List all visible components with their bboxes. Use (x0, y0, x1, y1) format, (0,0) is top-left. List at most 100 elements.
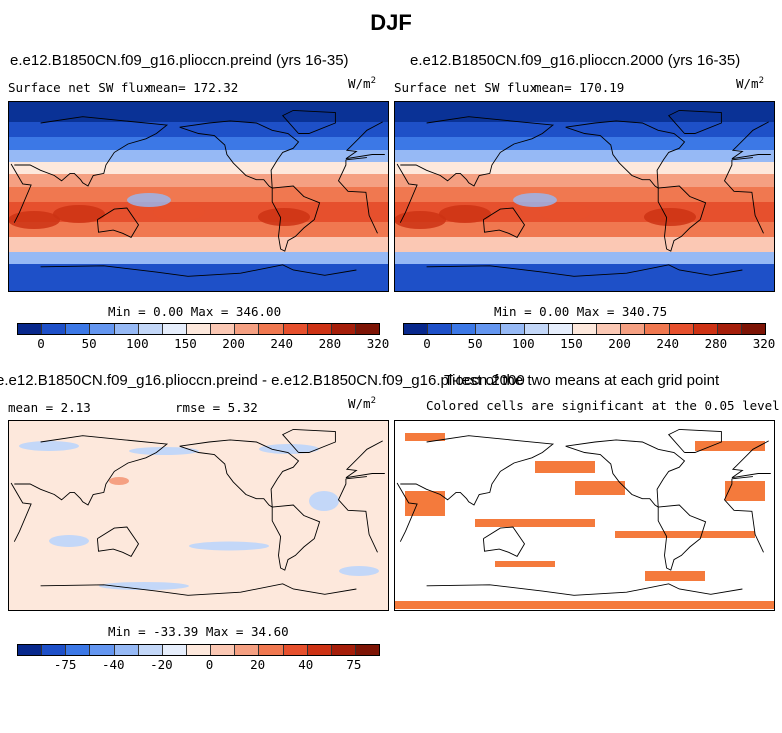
panel1-units: W/m2 (348, 76, 376, 92)
panel2-minmax: Min = 0.00 Max = 340.75 (494, 304, 668, 319)
coastline (10, 109, 385, 277)
figure-title: DJF (370, 10, 412, 35)
map-negative-region (189, 541, 269, 551)
colorbar-swatch (186, 645, 212, 655)
map-band (395, 102, 774, 122)
map-band (9, 222, 388, 237)
map-band (395, 137, 774, 150)
map-hotspot (539, 203, 591, 221)
significant-cell-region (395, 601, 774, 609)
colorbar-tick-label: 280 (704, 336, 728, 351)
significant-cell-region (575, 481, 625, 495)
panel1-minmax: Min = 0.00 Max = 346.00 (108, 304, 282, 319)
map-band (395, 222, 774, 237)
coastline (396, 428, 771, 596)
colorbar-tick-label: 320 (752, 336, 776, 351)
colorbar-swatch (211, 324, 236, 334)
panel3-minmax: Min = -33.39 Max = 34.60 (108, 624, 289, 639)
map-band (9, 174, 388, 187)
significant-cell-region (535, 461, 595, 473)
panel3-units: W/m2 (348, 396, 376, 412)
colorbar-swatch (597, 324, 622, 334)
colorbar-tick-label: 40 (298, 657, 314, 672)
map-negative-region (259, 444, 319, 454)
colorbar-tick-label: 200 (222, 336, 245, 351)
colorbar-swatch (307, 324, 332, 334)
colorbar-tick-label: 150 (174, 336, 197, 351)
colorbar-swatch (235, 645, 260, 655)
colorbar-swatch (355, 645, 380, 655)
colorbar-swatch (138, 645, 163, 655)
panel3-mean-label: mean = 2.13 (8, 400, 91, 415)
colorbar-swatch (211, 645, 236, 655)
colorbar-tick-label: 200 (608, 336, 631, 351)
colorbar-swatch (138, 324, 163, 334)
map-hotspot (53, 205, 105, 223)
colorbar-swatch (18, 324, 43, 334)
colorbar-swatch (476, 324, 501, 334)
map-band (395, 252, 774, 264)
colorbar-swatch (621, 324, 646, 334)
colorbar-tick-label: 100 (512, 336, 535, 351)
colorbar-swatch (452, 324, 477, 334)
coastline (396, 109, 771, 277)
colorbar-tick-label: 240 (270, 336, 294, 351)
map-band (395, 122, 774, 137)
panel3-map (8, 420, 389, 611)
map-band (9, 252, 388, 264)
colorbar-tick-label: 50 (81, 336, 97, 351)
panel1-map (8, 101, 389, 292)
panel2-field-label: Surface net SW flux (394, 80, 537, 95)
map-band (395, 237, 774, 252)
panel1-colorbar (17, 323, 380, 335)
significant-cell-region (495, 561, 555, 567)
panel1-field-label: Surface net SW flux (8, 80, 151, 95)
coastline (10, 428, 385, 596)
colorbar-swatch (572, 324, 598, 334)
map-positive-region (109, 477, 129, 485)
panel2-map (394, 101, 775, 292)
map-canvas (9, 102, 388, 291)
map-hotspot (9, 211, 60, 229)
panel2-title: e.e12.B1850CN.f09_g16.plioccn.2000 (yrs … (410, 52, 741, 69)
colorbar-tick-label: 0 (37, 336, 45, 351)
panel2-colorbar (403, 323, 766, 335)
panel3-colorbar (17, 644, 380, 656)
map-hotspot (439, 205, 491, 223)
colorbar-swatch (114, 645, 139, 655)
map-negative-region (129, 447, 199, 455)
map-band (9, 122, 388, 137)
panel4-map (394, 420, 775, 611)
colorbar-swatch (235, 324, 260, 334)
colorbar-tick-label: 320 (366, 336, 390, 351)
colorbar-tick-label: 50 (467, 336, 483, 351)
map-band (9, 150, 388, 162)
colorbar-swatch (42, 324, 67, 334)
panel1-title: e.e12.B1850CN.f09_g16.plioccn.preind (yr… (10, 52, 349, 69)
colorbar-swatch (66, 324, 91, 334)
map-hotspot (153, 203, 205, 221)
colorbar-tick-label: -20 (150, 657, 173, 672)
colorbar-tick-label: -40 (101, 657, 125, 672)
colorbar-tick-label: -75 (53, 657, 77, 672)
map-band (9, 137, 388, 150)
map-cloud-band (127, 193, 171, 207)
map-band (9, 162, 388, 174)
map-band (9, 237, 388, 252)
colorbar-swatch (331, 645, 356, 655)
map-band (9, 102, 388, 122)
colorbar-swatch (669, 324, 694, 334)
map-canvas (395, 421, 774, 610)
colorbar-tick-label: 20 (250, 657, 266, 672)
map-negative-region (19, 441, 79, 451)
significant-cell-region (615, 531, 755, 538)
colorbar-swatch (162, 324, 187, 334)
colorbar-tick-label: 240 (656, 336, 680, 351)
map-negative-region (339, 566, 379, 576)
map-cloud-band (513, 193, 557, 207)
colorbar-swatch (259, 324, 284, 334)
colorbar-tick-label: 0 (423, 336, 431, 351)
significant-cell-region (695, 441, 765, 451)
colorbar-swatch (331, 324, 356, 334)
colorbar-swatch (645, 324, 670, 334)
